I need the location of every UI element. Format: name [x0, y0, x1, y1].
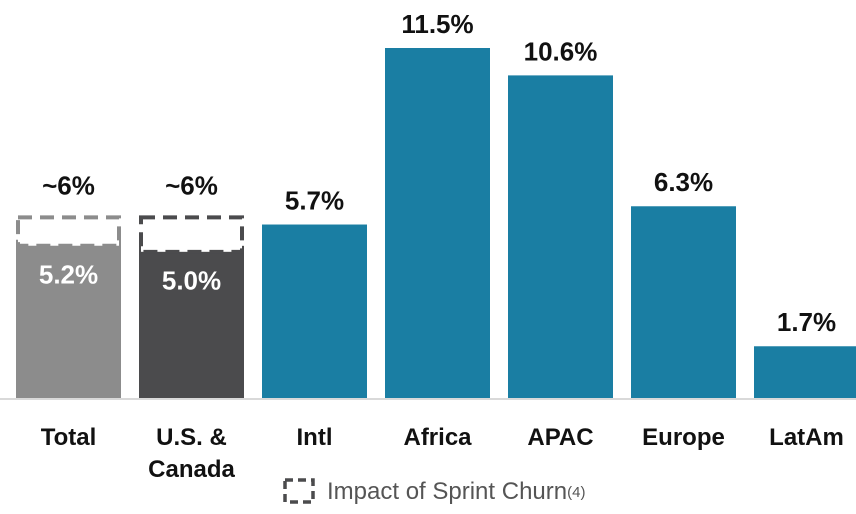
- value-label: 10.6%: [524, 36, 598, 66]
- adjusted-box: [139, 215, 244, 254]
- category-label: Africa: [403, 424, 472, 451]
- value-label: 5.2%: [39, 260, 98, 290]
- category-label: APAC: [527, 424, 594, 451]
- category-label: U.S. & Canada: [148, 424, 235, 483]
- legend-swatch: [283, 478, 315, 504]
- legend-label: Impact of Sprint Churn: [327, 478, 568, 505]
- value-label: 11.5%: [401, 9, 473, 39]
- bar: [631, 206, 736, 398]
- category-label: Europe: [642, 424, 725, 451]
- category-label: Total: [40, 424, 97, 451]
- adjusted-box: [16, 215, 121, 248]
- adjusted-label: ~6%: [42, 170, 95, 200]
- bar: [754, 346, 856, 398]
- bar: [385, 48, 490, 398]
- bar: [139, 245, 244, 398]
- value-label: 5.0%: [162, 266, 221, 296]
- legend: Impact of Sprint Churn (4): [283, 478, 585, 506]
- category-label: Intl: [296, 424, 333, 451]
- adjusted-label: ~6%: [165, 170, 218, 200]
- bar: [16, 239, 121, 398]
- category-label: LatAm: [769, 424, 844, 451]
- value-label: 1.7%: [777, 307, 836, 337]
- bar: [508, 75, 613, 399]
- legend-note: (4): [567, 483, 586, 501]
- value-label: 5.7%: [285, 185, 344, 215]
- bar: [262, 224, 367, 398]
- value-label: 6.3%: [654, 167, 713, 197]
